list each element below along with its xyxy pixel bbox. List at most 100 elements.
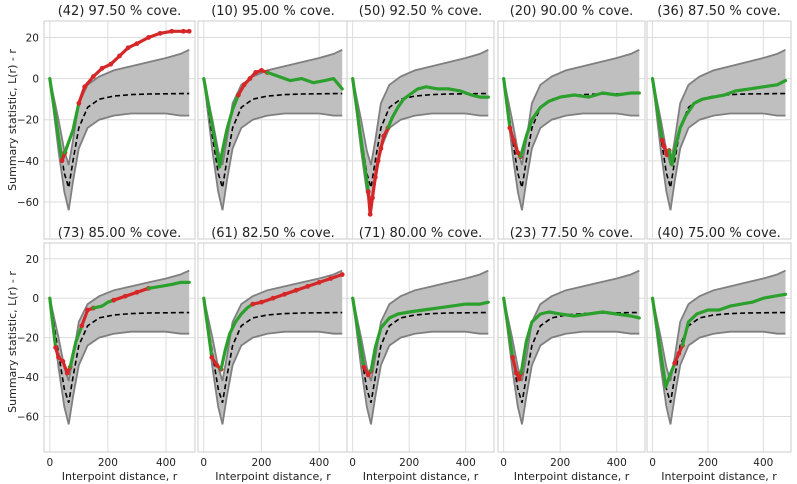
panel-3: (50) 92.50 % cove. <box>346 4 495 240</box>
observed-point-outside <box>60 358 66 364</box>
envelope-band <box>203 270 343 425</box>
observed-line-outside <box>511 355 523 381</box>
x-tick-label: 0 <box>349 457 356 469</box>
plot-content <box>650 269 788 425</box>
observed-point-outside <box>146 35 151 40</box>
observed-line-inside <box>351 296 366 369</box>
observed-line-inside <box>519 310 641 375</box>
plot-area <box>647 21 791 239</box>
observed-point-outside <box>90 74 96 79</box>
x-axis-label: Interpoint distance, r <box>62 470 178 483</box>
observed-point-outside <box>117 53 122 59</box>
envelope-band <box>352 270 489 425</box>
panel-title: (50) 92.50 % cove. <box>359 4 483 19</box>
observed-point-outside <box>259 67 264 73</box>
theoretical-line <box>49 298 190 403</box>
y-tick-label: −20 <box>17 115 39 127</box>
observed-point-outside <box>241 82 247 88</box>
observed-point-outside <box>378 146 384 151</box>
observed-line-outside <box>112 286 151 302</box>
observed-point-outside <box>365 372 371 378</box>
observed-point-outside <box>247 76 253 81</box>
observed-point-outside <box>305 283 311 289</box>
plot-area <box>498 21 645 239</box>
theoretical-line <box>651 298 786 403</box>
observed-line-inside <box>650 296 677 389</box>
envelope-lower-line <box>48 298 190 425</box>
observed-point-outside <box>108 61 114 67</box>
envelope-lower-line <box>651 78 786 211</box>
x-axis-label: Interpoint distance, r <box>514 470 630 483</box>
theoretical-line <box>203 298 343 403</box>
theoretical-line <box>502 298 640 403</box>
observed-point-outside <box>316 280 322 285</box>
observed-point-outside <box>293 287 299 293</box>
observed-line-inside <box>680 292 788 348</box>
observed-point-outside <box>125 45 131 51</box>
observed-line-inside <box>265 70 344 91</box>
envelope-lower-line <box>502 298 640 425</box>
observed-point-outside <box>328 276 334 281</box>
envelope-upper-line <box>351 269 489 382</box>
x-axis-label: Interpoint distance, r <box>363 470 479 483</box>
observed-point-outside <box>180 28 186 34</box>
observed-point-outside <box>235 92 241 98</box>
plot-content <box>502 48 641 211</box>
panel-title: (23) 77.50 % cove. <box>510 226 634 241</box>
observed-point-outside <box>661 144 667 149</box>
observed-point-outside <box>122 293 128 299</box>
y-tick-label: −40 <box>17 156 39 168</box>
envelope-lower-line <box>202 78 343 211</box>
envelope-band <box>49 270 190 425</box>
observed-point-outside <box>370 195 375 201</box>
envelope-band <box>49 49 190 211</box>
panel-title: (71) 80.00 % cove. <box>359 226 483 241</box>
envelope-lower-line <box>651 298 786 425</box>
plot-frame <box>646 242 792 453</box>
envelope-band <box>652 270 786 425</box>
observed-point-outside <box>82 84 88 90</box>
observed-point-outside <box>134 41 140 47</box>
observed-point-outside <box>367 211 373 217</box>
panel-4: (20) 90.00 % cove. <box>497 4 646 240</box>
x-tick-label: 400 <box>607 457 627 469</box>
observed-point-outside <box>515 150 521 156</box>
x-tick-label: 0 <box>46 457 53 469</box>
envelope-band <box>503 49 640 211</box>
panel-1: (42) 97.50 % cove. −60 −40 −20 0 20 <box>17 4 196 240</box>
x-tick-label: 200 <box>98 457 118 469</box>
y-tick-label: −60 <box>17 197 39 209</box>
observed-point-outside <box>282 291 287 297</box>
observed-point-outside <box>99 65 105 71</box>
plot-area <box>44 243 195 452</box>
observed-point-outside <box>259 299 264 305</box>
observed-line-inside <box>518 91 641 159</box>
envelope-upper-line <box>651 269 786 382</box>
observed-line-inside <box>351 76 370 194</box>
observed-point-outside <box>339 272 345 277</box>
plot-area <box>198 21 348 239</box>
theoretical-line <box>351 298 489 403</box>
x-axis-label: Interpoint distance, r <box>215 470 331 483</box>
y-tick-label: 20 <box>26 32 39 44</box>
x-tick-label: 200 <box>698 457 718 469</box>
panel-title: (73) 85.00 % cove. <box>58 226 182 241</box>
x-tick-label: 0 <box>649 457 656 469</box>
panel-title: (36) 87.50 % cove. <box>657 4 781 19</box>
x-tick-label: 0 <box>200 457 207 469</box>
plot-frame <box>43 242 196 453</box>
plot-frame <box>346 242 495 453</box>
plot-content <box>351 48 490 217</box>
observed-point-outside <box>507 125 513 131</box>
envelope-band <box>203 49 343 211</box>
y-tick-label: −20 <box>17 333 39 345</box>
x-axis-label: Interpoint distance, r <box>661 470 777 483</box>
observed-point-outside <box>134 289 140 295</box>
observed-point-outside <box>64 370 70 376</box>
theoretical-line <box>49 78 190 188</box>
